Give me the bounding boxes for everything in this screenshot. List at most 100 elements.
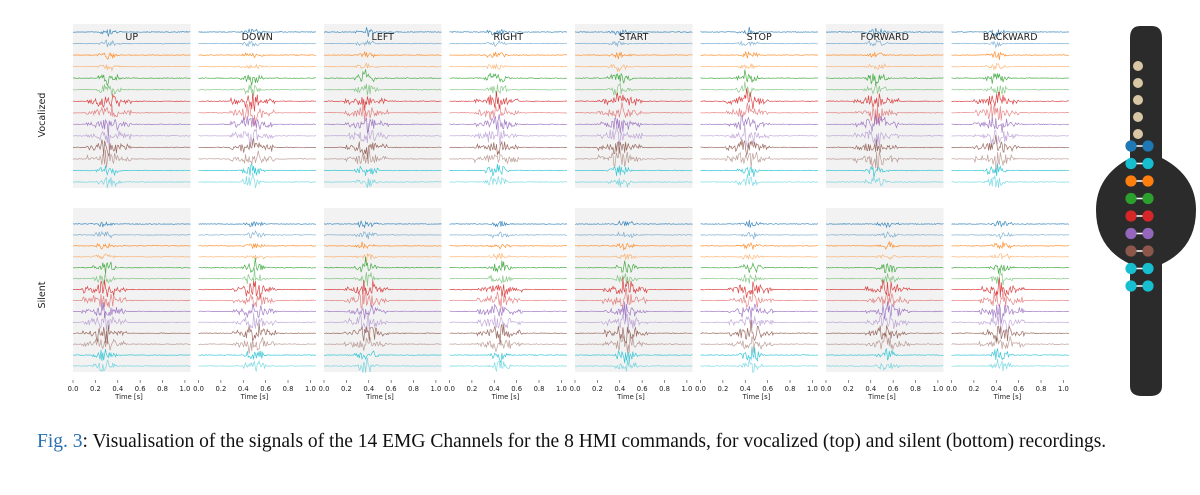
emg-channel-5-trace [951, 264, 1070, 274]
emg-channel-8-trace [323, 103, 442, 122]
emg-channel-11-trace [700, 320, 819, 342]
armband-button-icon [1133, 61, 1143, 71]
electrode-icon [1142, 280, 1154, 292]
emg-channel-12-trace [72, 337, 191, 351]
emg-channel-10-trace [324, 310, 442, 333]
emg-channel-6-trace [324, 83, 442, 96]
panel-backward-silent [951, 208, 1070, 372]
figure-caption: Fig. 3: Visualisation of the signals of … [37, 428, 1187, 455]
x-tick-label: 0.2 [592, 385, 603, 393]
emg-channel-11-trace [951, 135, 1070, 154]
emg-channel-9-trace [323, 117, 442, 134]
x-tick-label: 0.4 [489, 385, 500, 393]
emg-channel-2-trace [825, 231, 944, 239]
emg-channel-14-trace [72, 359, 191, 373]
x-axis-label: Time [s] [616, 393, 645, 401]
x-axis-label: Time [s] [867, 393, 896, 401]
x-tick-label: 0.6 [386, 385, 397, 393]
x-tick-label: 1.0 [807, 385, 818, 393]
emg-channel-1-trace [574, 29, 693, 37]
emg-channel-9-trace [700, 303, 819, 318]
x-tick-label: 1.0 [681, 385, 692, 393]
x-tick-label: 0.4 [991, 385, 1002, 393]
emg-channel-6-trace [72, 273, 191, 285]
emg-channel-1-trace [825, 221, 944, 229]
electrode-icon [1142, 140, 1154, 152]
emg-channel-6-trace [324, 272, 442, 287]
emg-channel-1-trace [323, 219, 442, 229]
panel-background [324, 208, 442, 372]
emg-channel-7-trace [72, 279, 191, 298]
emg-channel-1-trace [825, 27, 944, 38]
x-tick-label: 0.6 [511, 385, 522, 393]
panel-left: LEFT 0.0 0.2 0.4 0.6 0.8 1.0 Time [s] [319, 24, 442, 401]
figure-caption-text: : Visualisation of the signals of the 14… [82, 431, 1107, 452]
emg-channel-12-trace [825, 151, 944, 172]
emg-channel-4-trace [700, 63, 819, 70]
emg-channel-4-trace [951, 63, 1070, 71]
panel-backward-vocalized [951, 24, 1070, 188]
emg-channel-3-trace [323, 50, 442, 59]
panel-background [826, 24, 944, 188]
panel-start-vocalized [574, 24, 693, 188]
panel-background [73, 24, 191, 188]
x-tick-label: 0.0 [821, 385, 832, 393]
emg-channel-5-trace [574, 260, 693, 274]
emg-channel-7-trace [700, 281, 818, 298]
x-tick-label: 1.0 [305, 385, 316, 393]
emg-channel-3-trace [449, 244, 568, 250]
emg-channel-5-trace [700, 69, 819, 83]
emg-channel-3-trace [574, 242, 693, 251]
emg-channel-10-trace [951, 308, 1070, 334]
emg-channel-13-trace [951, 163, 1070, 176]
x-axis: 0.0 0.2 0.4 0.6 0.8 1.0 Time [s] [444, 380, 567, 401]
panel-right: RIGHT 0.0 0.2 0.4 0.6 0.8 1.0 Time [s] [444, 24, 568, 401]
emg-channel-4-trace [574, 64, 693, 73]
emg-channel-14-trace [951, 175, 1069, 188]
emg-channel-13-trace [700, 346, 819, 362]
emg-channel-9-trace [951, 117, 1070, 133]
x-tick-label: 0.2 [843, 385, 854, 393]
emg-channel-11-trace [323, 141, 442, 160]
emg-channel-12-trace [449, 154, 568, 165]
emg-channel-4-trace [323, 62, 442, 69]
x-axis-label: Time [s] [993, 393, 1022, 401]
emg-channel-11-trace [198, 138, 317, 153]
x-tick-label: 1.0 [932, 385, 943, 393]
emg-channel-5-trace [825, 262, 944, 273]
emg-channel-10-trace [72, 130, 191, 151]
emg-channel-13-trace [449, 352, 568, 364]
emg-channel-8-trace [574, 101, 693, 118]
emg-channel-5-trace [323, 256, 442, 273]
emg-channel-14-trace [323, 357, 442, 373]
emg-channel-9-trace [449, 303, 568, 317]
x-tick-label: 0.0 [319, 385, 330, 393]
emg-channel-6-trace [574, 82, 693, 97]
x-axis-label: Time [s] [365, 393, 394, 401]
emg-armband-illustration [1096, 26, 1196, 396]
emg-channel-3-trace [449, 51, 568, 58]
emg-channel-3-trace [700, 242, 819, 250]
emg-channel-12-trace [700, 336, 819, 353]
emg-channel-3-trace [323, 241, 442, 250]
emg-channel-10-trace [198, 127, 317, 147]
x-axis-label: Time [s] [114, 393, 143, 401]
emg-channel-6-trace [825, 83, 944, 95]
emg-channel-10-trace [825, 314, 944, 329]
x-tick-label: 0.4 [238, 385, 249, 393]
electrode-pair-4 [1125, 192, 1154, 205]
x-tick-label: 0.6 [1013, 385, 1024, 393]
emg-channel-4-trace [700, 253, 819, 260]
emg-channel-4-trace [825, 63, 944, 70]
emg-channel-9-trace [449, 114, 568, 130]
x-tick-label: 1.0 [179, 385, 190, 393]
x-tick-label: 0.0 [444, 385, 455, 393]
emg-channel-7-trace [700, 88, 819, 110]
armband-button-icon [1133, 78, 1143, 88]
emg-channel-9-trace [826, 301, 944, 320]
emg-channel-3-trace [825, 51, 944, 58]
x-tick-label: 1.0 [556, 385, 567, 393]
emg-channel-9-trace [72, 301, 191, 318]
panel-background [73, 208, 191, 372]
